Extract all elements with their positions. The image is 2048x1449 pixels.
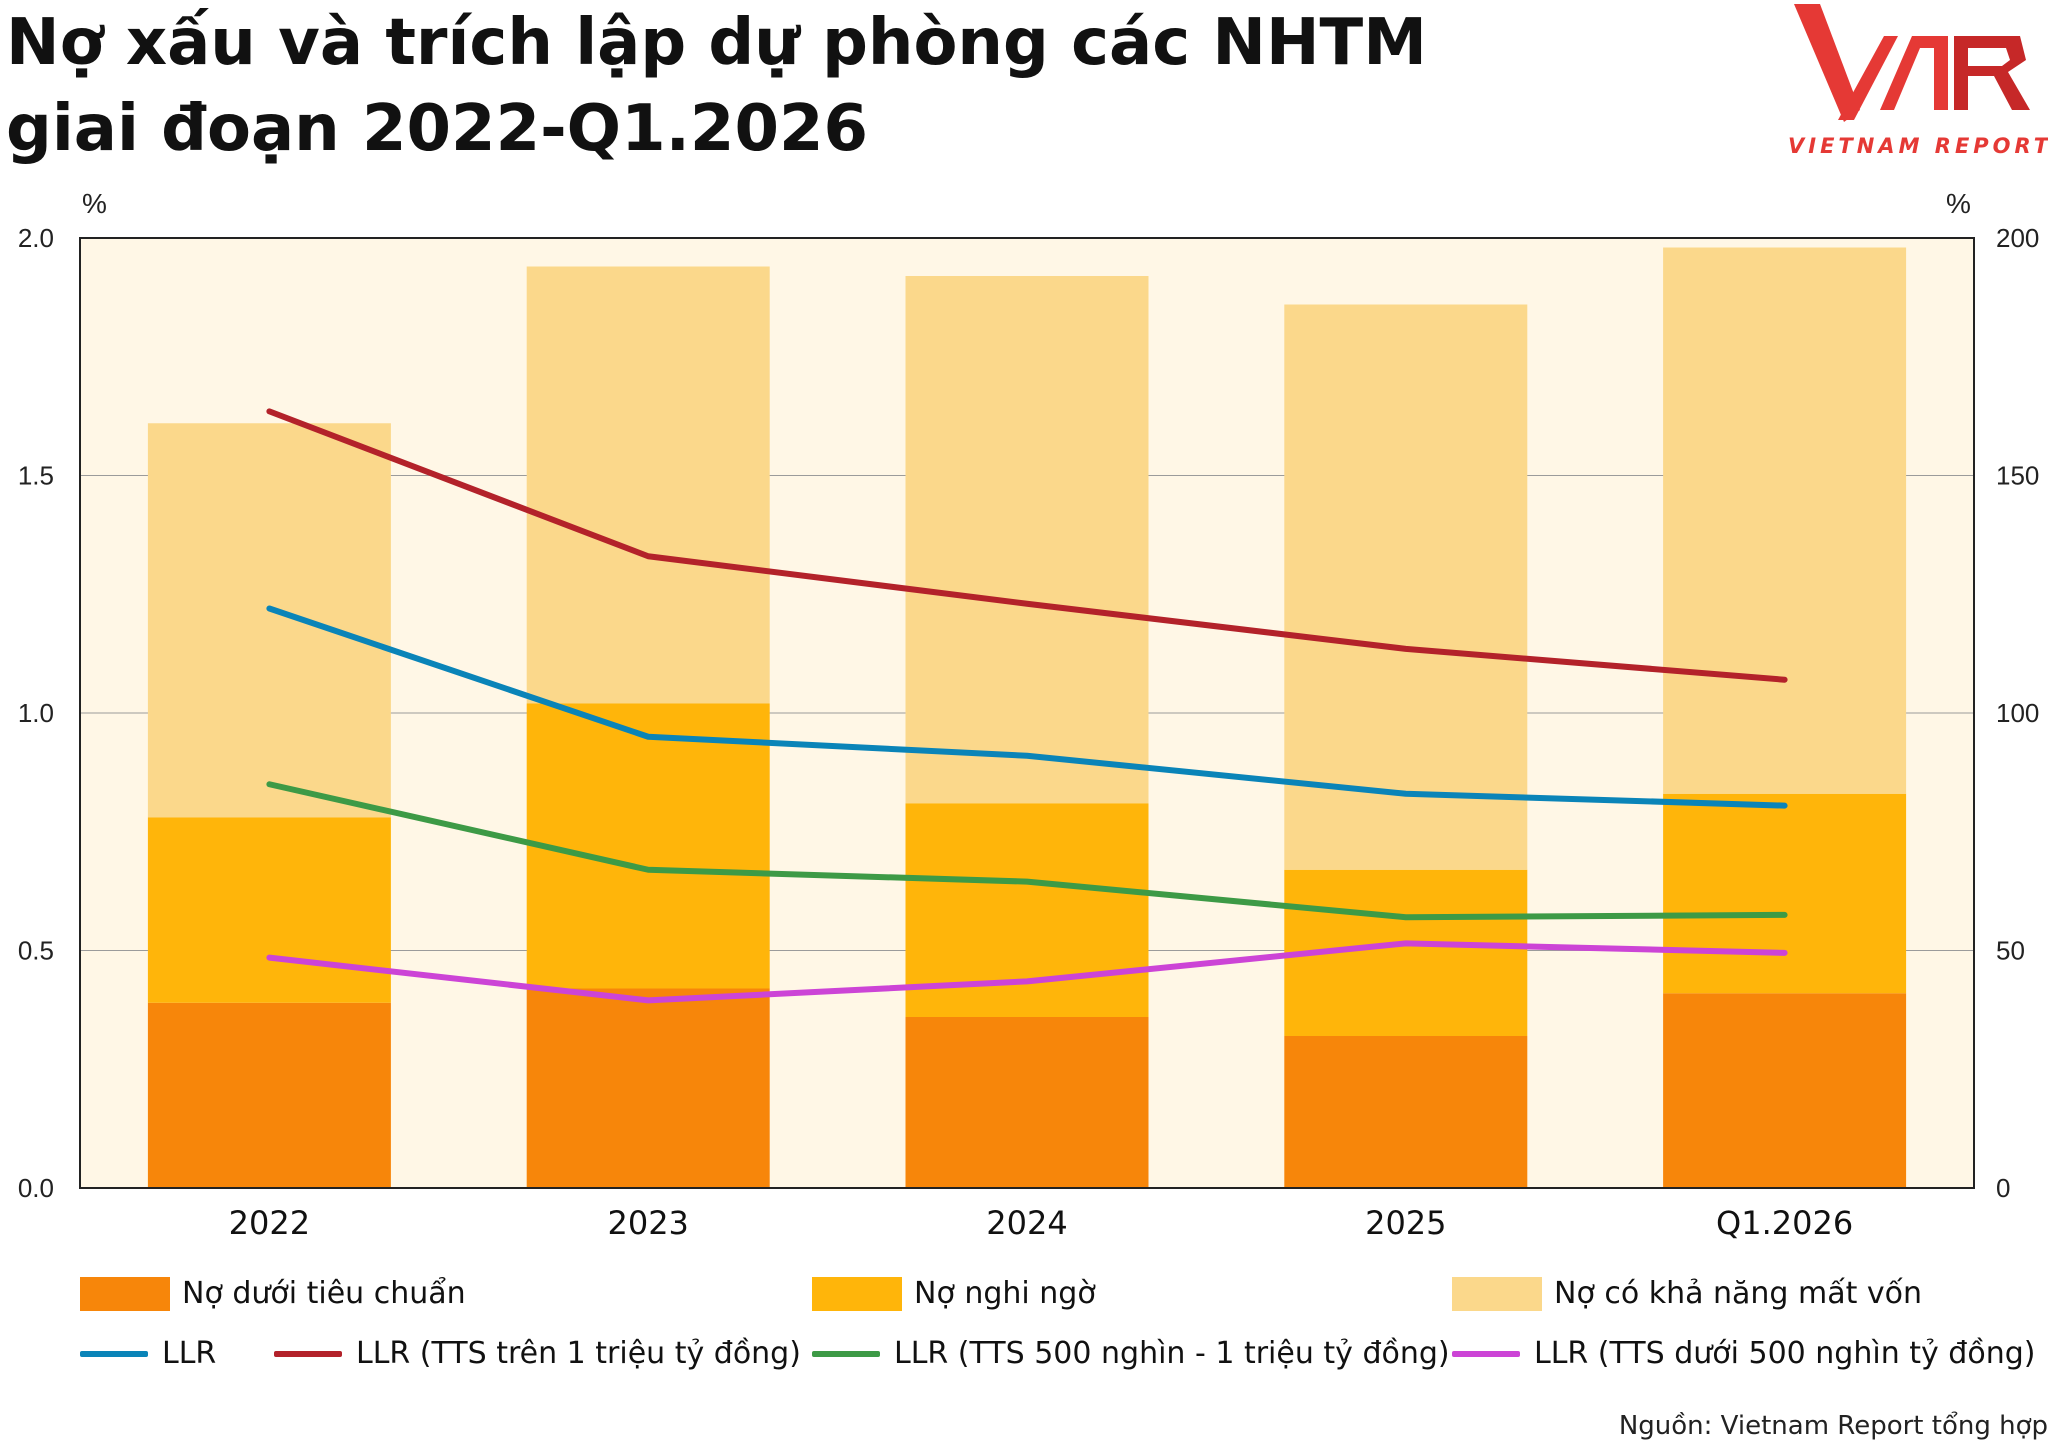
plot-frame — [79, 237, 1975, 1189]
right-tick-label: 150 — [1996, 461, 2039, 491]
legend-swatch-substandard — [80, 1276, 170, 1311]
legend-bars: Nợ dưới tiêu chuẩn Nợ nghi ngờ Nợ có khả… — [0, 1276, 2048, 1324]
line-llr-small — [266, 940, 1788, 1004]
bar-doubtful — [526, 703, 770, 989]
x-tick-label: 2023 — [607, 1204, 688, 1242]
bar-doubtful — [147, 817, 391, 1003]
left-tick-label: 1.5 — [18, 461, 54, 491]
legend-label-llr-small: LLR (TTS dưới 500 nghìn tỷ đồng) — [1534, 1336, 2036, 1371]
legend-label-llr: LLR — [162, 1336, 217, 1371]
bar-doubtful — [1663, 793, 1907, 994]
bar-substandard — [1663, 993, 1907, 1188]
line-llr-large — [266, 408, 1788, 683]
line-llr — [266, 605, 1788, 809]
legend-swatch-llr-large — [274, 1350, 342, 1357]
legend-substandard: Nợ dưới tiêu chuẩn — [80, 1276, 466, 1311]
legend-llr-small: LLR (TTS dưới 500 nghìn tỷ đồng) — [1452, 1336, 2035, 1371]
left-tick-label: 0.5 — [18, 936, 54, 966]
logo-subtitle: VIETNAM REPORT — [1788, 134, 2048, 158]
bar-loss — [1284, 304, 1528, 870]
title-line-1: Nợ xấu và trích lập dự phòng các NHTM — [6, 6, 1427, 80]
vnr-logo — [1794, 4, 2030, 122]
bar-loss — [1663, 247, 1907, 794]
bar-substandard — [1284, 1036, 1528, 1188]
x-tick-label: 2024 — [986, 1204, 1067, 1242]
bar-substandard — [147, 1002, 391, 1188]
line-llr-mid — [266, 781, 1788, 921]
legend-label-substandard: Nợ dưới tiêu chuẩn — [182, 1276, 466, 1311]
x-tick-label: 2025 — [1365, 1204, 1446, 1242]
bar-loss — [147, 423, 391, 818]
legend-swatch-llr-small — [1452, 1350, 1520, 1357]
chart-canvas: 0.0 0.5 1.0 1.5 2.0 0 50 100 150 200 2022 2023 2024 2… — [18, 223, 2040, 1242]
bar-loss — [905, 276, 1149, 804]
legend-lines: LLR LLR (TTS trên 1 triệu tỷ đồng) LLR (… — [0, 1336, 2048, 1384]
right-tick-label: 100 — [1996, 698, 2039, 728]
legend-label-loss: Nợ có khả năng mất vốn — [1554, 1276, 1923, 1311]
chart-title: Nợ xấu và trích lập dự phòng các NHTM gi… — [6, 0, 1606, 172]
right-tick-label: 0 — [1996, 1173, 2010, 1203]
legend-llr: LLR — [80, 1336, 216, 1371]
legend-loss: Nợ có khả năng mất vốn — [1452, 1276, 1922, 1311]
legend-swatch-llr — [80, 1350, 148, 1357]
left-tick-label: 1.0 — [18, 698, 54, 728]
source-note: Nguồn: Vietnam Report tổng hợp — [1618, 1411, 2048, 1441]
x-tick-label: Q1.2026 — [1716, 1204, 1853, 1242]
right-tick-label: 50 — [1996, 936, 2025, 966]
right-axis-unit: % — [1946, 188, 1971, 219]
legend-label-llr-large: LLR (TTS trên 1 triệu tỷ đồng) — [356, 1336, 801, 1371]
legend-label-llr-mid: LLR (TTS 500 nghìn - 1 triệu tỷ đồng) — [894, 1336, 1450, 1371]
legend-llr-large: LLR (TTS trên 1 triệu tỷ đồng) — [274, 1336, 801, 1371]
bar-loss — [526, 266, 770, 704]
legend-swatch-loss — [1452, 1276, 1542, 1311]
legend-swatch-doubtful — [812, 1276, 902, 1311]
x-tick-label: 2022 — [229, 1204, 310, 1242]
legend-llr-mid: LLR (TTS 500 nghìn - 1 triệu tỷ đồng) — [812, 1336, 1450, 1371]
title-line-2: giai đoạn 2022-Q1.2026 — [6, 92, 869, 166]
left-tick-label: 2.0 — [18, 223, 54, 253]
right-tick-label: 200 — [1996, 223, 2039, 253]
left-axis-unit: % — [82, 188, 107, 219]
legend-label-doubtful: Nợ nghi ngờ — [914, 1276, 1096, 1311]
legend-swatch-llr-mid — [812, 1350, 880, 1357]
left-tick-label: 0.0 — [18, 1173, 54, 1203]
bar-substandard — [905, 1017, 1149, 1188]
bar-substandard — [526, 988, 770, 1188]
legend-doubtful: Nợ nghi ngờ — [812, 1276, 1096, 1311]
